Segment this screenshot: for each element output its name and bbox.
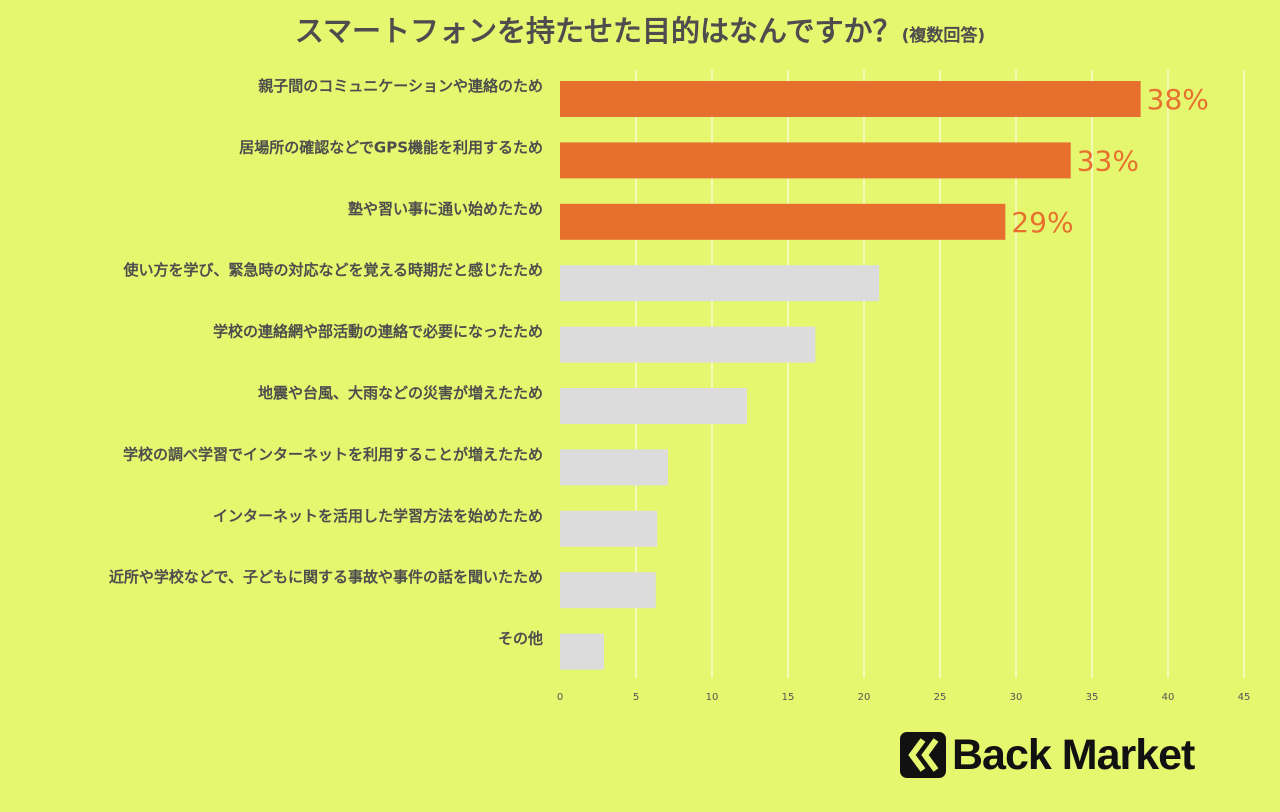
- category-label-10: その他: [498, 630, 543, 648]
- bars: [560, 81, 1141, 670]
- x-tick-label-15: 15: [782, 692, 795, 703]
- chart-subtitle: (複数回答): [901, 26, 986, 46]
- bar-3: [560, 203, 1006, 240]
- category-label-2: 居場所の確認などでGPS機能を利用するため: [239, 138, 543, 156]
- back-market-chevron-logo-icon: [900, 732, 946, 778]
- category-label-9: 近所や学校などで、子どもに関する事故や事件の話を聞いたため: [109, 568, 543, 586]
- x-tick-label-5: 5: [633, 692, 639, 703]
- x-tick-label-0: 0: [557, 692, 563, 703]
- x-tick-label-40: 40: [1162, 692, 1175, 703]
- data-label-1: 38%: [1147, 83, 1209, 116]
- category-label-8: インターネットを活用した学習方法を始めたため: [213, 507, 543, 525]
- category-label-3: 塾や習い事に通い始めたため: [348, 200, 543, 218]
- category-label-4: 使い方を学び、緊急時の対応などを覚える時期だと感じたため: [122, 261, 543, 279]
- category-label-6: 地震や台風、大雨などの災害が増えたため: [258, 384, 543, 402]
- x-tick-label-45: 45: [1238, 692, 1251, 703]
- category-labels: 親子間のコミュニケーションや連絡のため居場所の確認などでGPS機能を利用するため…: [109, 77, 543, 648]
- chart-title-main: スマートフォンを持たせた目的はなんですか？: [294, 14, 902, 48]
- data-label-2: 33%: [1077, 144, 1139, 177]
- x-tick-label-30: 30: [1010, 692, 1023, 703]
- x-tick-label-35: 35: [1086, 692, 1099, 703]
- category-label-5: 学校の連絡網や部活動の連絡で必要になったため: [213, 323, 543, 341]
- bar-1: [560, 81, 1141, 117]
- x-tick-label-25: 25: [934, 692, 947, 703]
- bar-2: [560, 142, 1071, 179]
- x-tick-label-10: 10: [706, 692, 719, 703]
- x-tick-labels: 0 5 10 15 20 25 30 35 40 45: [557, 692, 1251, 703]
- chart-title: スマートフォンを持たせた目的はなんですか？(複数回答): [0, 8, 1280, 50]
- bar-4: [560, 265, 880, 302]
- bar-7: [560, 449, 668, 486]
- bar-5: [560, 326, 816, 363]
- category-label-1: 親子間のコミュニケーションや連絡のため: [258, 77, 543, 95]
- logo-text: Back Market: [952, 731, 1195, 779]
- x-tick-label-20: 20: [858, 692, 871, 703]
- bar-9: [560, 572, 656, 609]
- bar-8: [560, 510, 658, 547]
- back-market-logo: Back Market: [900, 731, 1195, 779]
- category-label-7: 学校の調べ学習でインターネットを利用することが増えたため: [123, 445, 543, 463]
- bar-6: [560, 388, 747, 424]
- bar-10: [560, 633, 605, 670]
- data-label-3: 29%: [1011, 206, 1073, 239]
- bar-chart: 親子間のコミュニケーションや連絡のため居場所の確認などでGPS機能を利用するため…: [109, 70, 1251, 703]
- data-labels: 38%33%29%: [1011, 83, 1209, 239]
